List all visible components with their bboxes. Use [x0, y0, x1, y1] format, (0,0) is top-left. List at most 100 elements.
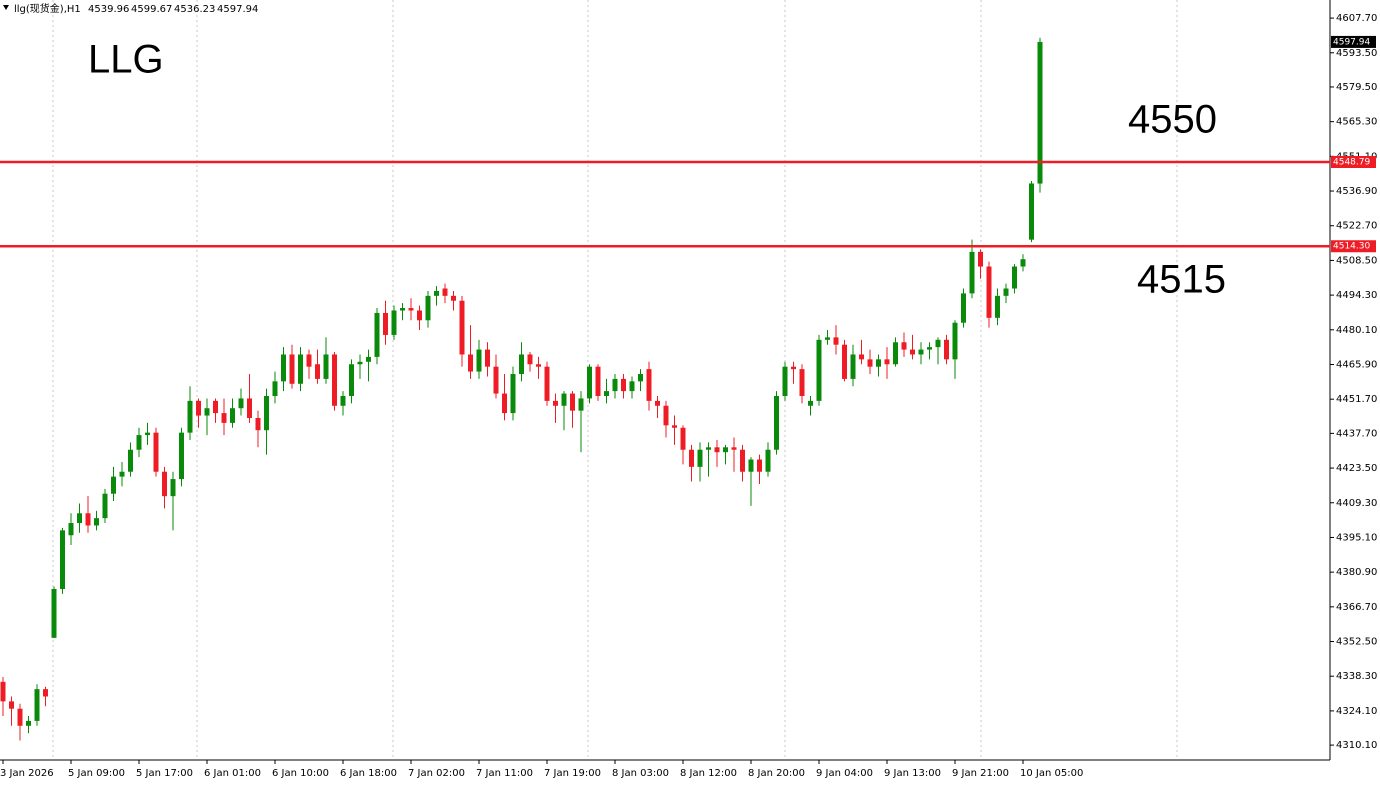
candle-body [986, 266, 992, 318]
candle-body [740, 449, 745, 472]
candle-body [383, 312, 388, 335]
candle-body [468, 354, 473, 372]
candle-body [485, 349, 490, 367]
candle-body [595, 366, 601, 397]
candle-body [561, 393, 567, 406]
price-line-tag [1331, 155, 1376, 168]
candle-body [230, 408, 235, 423]
header-value: 4539.96 [88, 4, 129, 15]
candle-body [1020, 259, 1026, 267]
candle-body [264, 396, 269, 431]
candle-body [179, 432, 184, 480]
candle-body [451, 295, 456, 301]
candle-body [723, 447, 728, 453]
candle-body [935, 339, 941, 348]
candle-body [374, 312, 380, 357]
candle-body [238, 398, 244, 409]
y-tick-label: 4395.10 [1336, 532, 1377, 543]
candle-body [187, 400, 193, 433]
x-tick-label: 7 Jan 19:00 [544, 768, 601, 779]
candle-body [145, 432, 150, 436]
candle-body [408, 308, 414, 311]
header-value: 4536.23 [174, 4, 215, 15]
candle-body [417, 310, 422, 321]
candle-body [1037, 41, 1043, 184]
candle-body [94, 518, 99, 526]
candle-body [927, 347, 932, 350]
y-tick-label: 4593.50 [1336, 48, 1377, 59]
candle-body [748, 459, 754, 472]
annotation: 4515 [1137, 258, 1226, 302]
y-tick-label: 4522.70 [1336, 221, 1377, 232]
chart-title: llg(现货金),H1 [14, 2, 81, 15]
y-tick-label: 4565.30 [1336, 117, 1377, 128]
x-tick-label: 9 Jan 13:00 [884, 768, 941, 779]
candle-body [204, 408, 210, 416]
candle-body [357, 361, 363, 365]
candle-body [825, 337, 830, 340]
candle-body [323, 354, 329, 379]
candle-body [1029, 183, 1034, 240]
candle-body [111, 476, 116, 494]
candle-body [0, 681, 6, 702]
candle-body [170, 479, 176, 497]
y-tick-label: 4437.70 [1336, 428, 1377, 439]
candle-body [578, 398, 584, 411]
x-tick-label: 10 Jan 05:00 [1020, 768, 1083, 779]
candle-body [306, 354, 312, 367]
candle-body [281, 354, 286, 382]
candle-body [536, 364, 541, 367]
y-tick-label: 4494.30 [1336, 290, 1377, 301]
candle-body [298, 354, 303, 384]
x-tick-label: 5 Jan 17:00 [136, 768, 193, 779]
candle-body [808, 400, 813, 406]
candle-body [952, 322, 958, 360]
candle-body [774, 396, 779, 450]
candle-body [884, 359, 890, 365]
candle-body [425, 295, 431, 321]
x-tick-label: 9 Jan 21:00 [952, 768, 1009, 779]
candle-body [9, 701, 14, 709]
y-tick-label: 4423.50 [1336, 463, 1377, 474]
candle-body [196, 400, 201, 416]
candle-body [901, 342, 907, 350]
candle-body [1003, 288, 1009, 296]
last-price-tag [1331, 35, 1376, 48]
candle-body [910, 349, 915, 355]
candle-body [629, 381, 635, 392]
candle-body [85, 513, 91, 526]
candle-body [612, 378, 618, 392]
candle-body [918, 349, 924, 355]
candle-body [655, 400, 660, 406]
candle-body [502, 393, 507, 414]
price-line-label: 4514.30 [1333, 242, 1370, 252]
candle-body [544, 366, 550, 401]
candle-body [842, 344, 847, 379]
y-tick-label: 4607.70 [1336, 13, 1377, 24]
y-tick-label: 4508.50 [1336, 255, 1377, 266]
candle-body [391, 310, 397, 335]
y-tick-label: 4366.70 [1336, 602, 1377, 613]
header-value: 4599.67 [131, 4, 172, 15]
candle-body [247, 398, 252, 418]
candle-body [731, 447, 737, 450]
menu-triangle[interactable] [3, 5, 9, 10]
y-tick-label: 4338.30 [1336, 671, 1377, 682]
candle-body [51, 588, 57, 638]
candle-body [102, 493, 108, 519]
annotation: 4550 [1128, 98, 1217, 142]
candle-body [221, 413, 227, 423]
candle-body [77, 513, 82, 524]
y-tick-label: 4409.30 [1336, 498, 1377, 509]
candle-body [765, 449, 771, 472]
annotation: LLG [88, 38, 164, 82]
y-tick-label: 4480.10 [1336, 325, 1377, 336]
candle-body [476, 349, 482, 372]
candle-body [663, 405, 669, 426]
candle-body [119, 471, 125, 477]
candle-body [493, 366, 499, 394]
candle-body [697, 449, 703, 467]
candle-body [255, 417, 261, 431]
